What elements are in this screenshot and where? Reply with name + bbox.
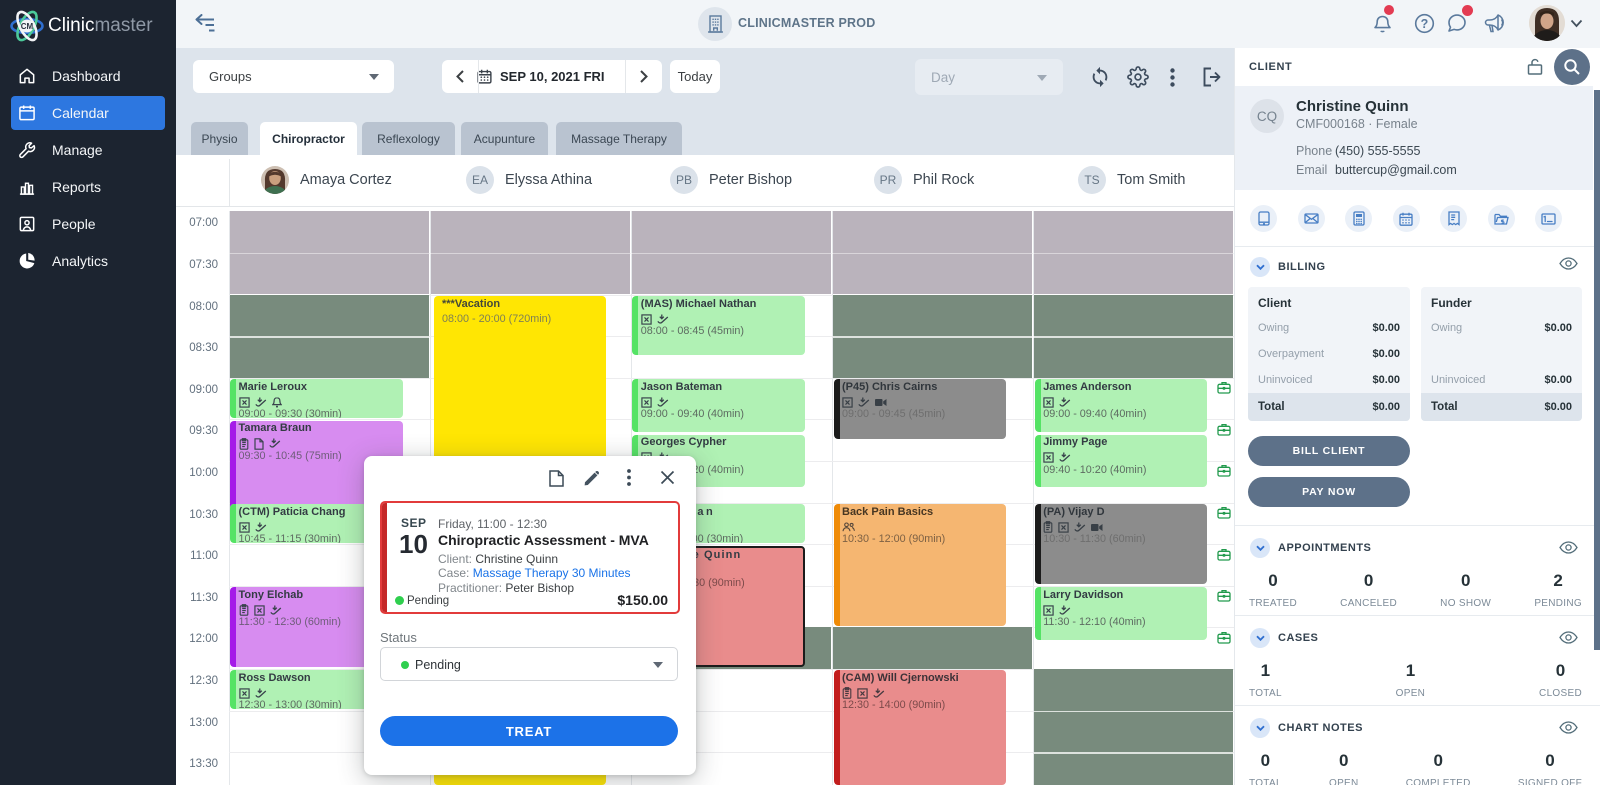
svg-text:CM: CM [21, 22, 34, 31]
svg-text:?: ? [1421, 17, 1429, 31]
